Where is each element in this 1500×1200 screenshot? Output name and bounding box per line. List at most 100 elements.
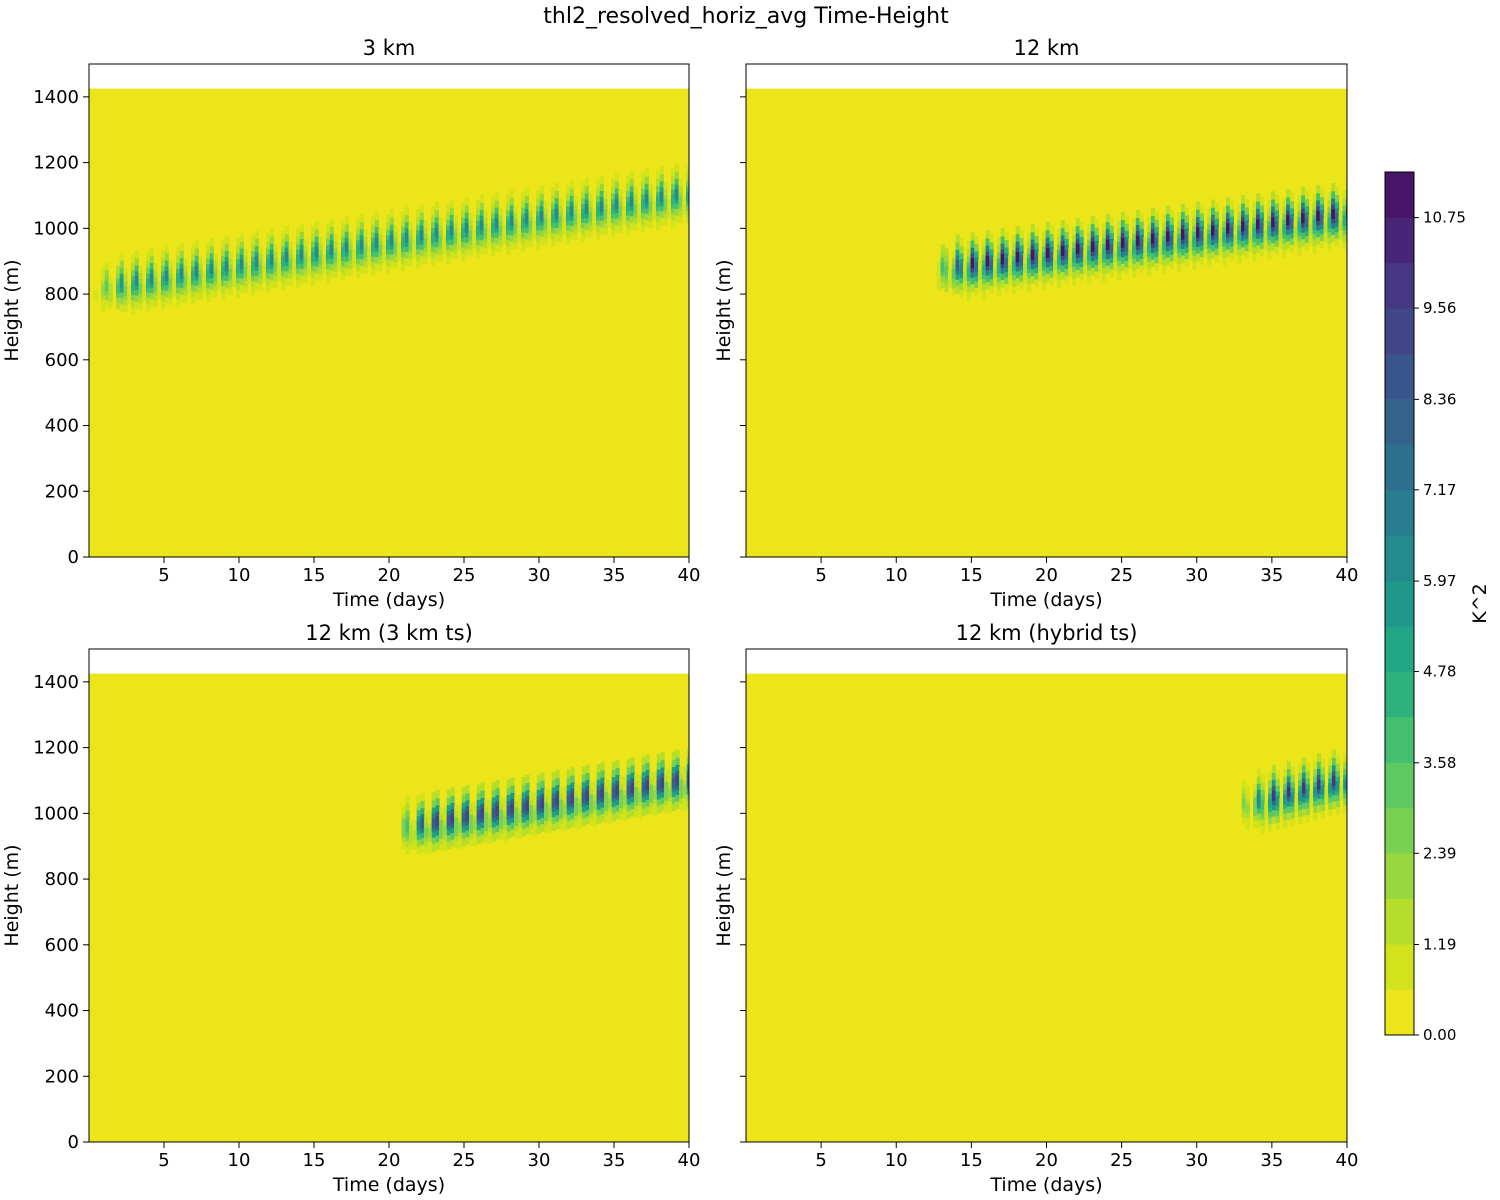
- variance-cell: [1297, 222, 1302, 232]
- variance-cell: [581, 792, 586, 803]
- variance-cell: [652, 205, 657, 216]
- variance-cell: [123, 286, 128, 297]
- variance-cell: [948, 273, 953, 284]
- variance-cell: [465, 811, 470, 822]
- x-axis-label: Time (days): [332, 589, 445, 611]
- panels: 5 10 15 20 25 30 35 400200400600800100012001400…: [1, 36, 1358, 1196]
- variance-cell: [179, 268, 184, 279]
- variance-cell: [374, 237, 379, 248]
- variance-cell: [607, 212, 612, 223]
- variance-cell: [1241, 221, 1246, 232]
- variance-cell: [525, 800, 530, 811]
- panel-title: 12 km (hybrid ts): [956, 621, 1138, 645]
- variance-cell: [588, 211, 593, 222]
- variance-cell: [623, 794, 628, 805]
- variance-cell: [540, 798, 545, 809]
- variance-cell: [1260, 800, 1265, 811]
- y-tick-label: 800: [45, 284, 79, 305]
- x-tick-label: 20: [1035, 1150, 1058, 1171]
- variance-cell: [985, 256, 990, 267]
- variance-cell: [254, 256, 259, 267]
- variance-cell: [157, 284, 162, 295]
- variance-cell: [292, 263, 297, 274]
- variance-cell: [1293, 226, 1298, 237]
- variance-cell: [1237, 230, 1242, 241]
- variance-cell: [648, 202, 653, 212]
- variance-cell: [1008, 265, 1013, 276]
- variance-cell: [996, 262, 1002, 273]
- x-tick-label: 35: [603, 1150, 626, 1171]
- variance-cell: [959, 263, 964, 274]
- variance-cell: [228, 269, 233, 280]
- variance-cell: [1286, 215, 1291, 226]
- variance-cell: [1049, 251, 1054, 262]
- y-tick-label: 1400: [33, 672, 79, 693]
- variance-cell: [1102, 248, 1107, 259]
- y-tick-label: 0: [68, 547, 79, 568]
- colorbar-tick-label: 2.39: [1423, 844, 1456, 862]
- panel-2: 5 10 15 20 25 30 35 40 Time (days) Height (m) 12 k…: [713, 36, 1358, 611]
- variance-cell: [119, 278, 124, 289]
- variance-cell: [1229, 227, 1234, 238]
- y-tick-label: 800: [45, 869, 79, 890]
- variance-cell: [1275, 796, 1280, 807]
- variance-cell: [675, 775, 680, 786]
- variance-cell: [491, 808, 496, 819]
- colorbar-level: [1385, 944, 1414, 990]
- variance-cell: [1342, 215, 1347, 226]
- variance-cell: [409, 829, 414, 840]
- x-tick-label: 25: [453, 565, 476, 586]
- x-tick-label: 20: [1035, 565, 1058, 586]
- variance-cell: [521, 802, 526, 813]
- variance-cell: [944, 266, 949, 277]
- variance-cell: [269, 254, 274, 265]
- variance-cell: [258, 264, 263, 275]
- variance-cell: [668, 787, 673, 798]
- colorbar-level: [1385, 580, 1414, 627]
- variance-cell: [1245, 803, 1250, 814]
- colorbar-level: [1385, 217, 1414, 264]
- variance-cell: [604, 796, 609, 807]
- variance-cell: [1241, 798, 1246, 809]
- variance-cell: [1015, 252, 1020, 263]
- variance-cell: [484, 817, 489, 828]
- x-tick-label: 5: [815, 1150, 826, 1171]
- variance-cell: [533, 810, 538, 821]
- variance-cell: [1169, 235, 1174, 246]
- variance-cell: [412, 244, 417, 255]
- variance-cell: [563, 805, 568, 816]
- variance-cell: [1060, 245, 1065, 256]
- y-axis-label: Height (m): [713, 259, 735, 361]
- x-tick-label: 30: [1185, 1150, 1208, 1171]
- variance-cell: [116, 283, 121, 294]
- variance-cell: [363, 247, 368, 258]
- colorbar-level: [1385, 308, 1414, 354]
- variance-cell: [611, 787, 616, 798]
- variance-cell: [299, 249, 304, 260]
- x-axis-label: Time (days): [989, 1174, 1102, 1196]
- variance-cell: [1132, 244, 1137, 255]
- variance-cell: [1147, 242, 1152, 253]
- variance-cell: [413, 830, 418, 841]
- colorbar-level: [1385, 353, 1414, 400]
- variance-cell: [239, 259, 244, 270]
- y-axis-label: Height (m): [1, 259, 23, 361]
- variance-cell: [450, 813, 455, 824]
- variance-cell: [172, 282, 177, 293]
- variance-cell: [989, 259, 994, 270]
- variance-cell: [1248, 232, 1253, 243]
- y-tick-label: 1200: [33, 738, 79, 759]
- variance-cell: [1057, 254, 1062, 265]
- variance-cell: [378, 245, 383, 256]
- x-tick-label: 20: [378, 1150, 401, 1171]
- x-tick-label: 35: [1260, 1150, 1283, 1171]
- variance-cell: [978, 269, 983, 280]
- variance-cell: [1083, 255, 1088, 266]
- variance-cell: [1268, 798, 1273, 809]
- variance-cell: [551, 213, 556, 224]
- variance-cell: [608, 797, 613, 808]
- variance-cell: [416, 235, 421, 246]
- variance-cell: [1113, 251, 1118, 262]
- variance-cell: [663, 199, 668, 210]
